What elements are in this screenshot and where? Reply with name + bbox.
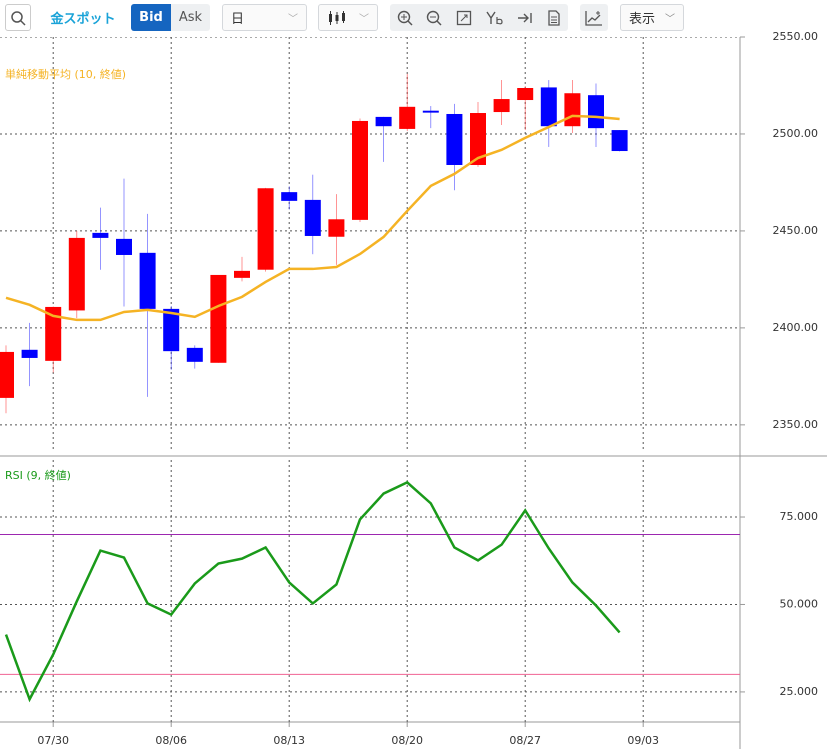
candle-body: [234, 270, 250, 278]
document-icon[interactable]: [547, 9, 561, 26]
y-tick-label: 25.000: [780, 685, 819, 698]
jump-icon[interactable]: [517, 10, 533, 26]
x-tick-label: 07/30: [37, 734, 69, 747]
candle-body: [21, 349, 38, 358]
fit-icon[interactable]: [456, 10, 472, 26]
add-chart-icon: [585, 10, 602, 26]
display-dropdown[interactable]: 表示 ﹀: [620, 4, 684, 31]
y-tick-label: 50.000: [780, 597, 819, 610]
x-tick-label: 09/03: [627, 734, 659, 747]
candle-body: [92, 232, 109, 238]
candle-body: [540, 87, 557, 127]
search-button[interactable]: [5, 4, 31, 31]
display-text: 表示: [629, 12, 656, 27]
chart-type-dropdown[interactable]: ﹀: [318, 4, 378, 31]
candle-body: [304, 199, 321, 236]
y-tick-label: 2450.00: [773, 224, 819, 237]
candle-icon: [329, 10, 345, 25]
sma-legend: 単純移動平均 (10, 終値): [5, 67, 126, 81]
candle-body: [375, 116, 392, 127]
candle-body: [517, 88, 534, 101]
candle-body: [257, 188, 274, 270]
zoom-out-icon[interactable]: [426, 10, 443, 26]
candle-body: [163, 308, 180, 352]
x-tick-label: 08/20: [391, 734, 423, 747]
add-chart-button[interactable]: [580, 4, 608, 31]
candle-body: [68, 237, 85, 311]
x-tick-label: 08/27: [509, 734, 541, 747]
rsi-legend: RSI (9, 終値): [5, 468, 71, 482]
y-tick-label: 2500.00: [773, 127, 819, 140]
candle-body: [328, 219, 345, 237]
y-tick-label: 2400.00: [773, 321, 819, 334]
candle-body: [139, 252, 156, 309]
x-tick-label: 08/06: [155, 734, 187, 747]
symbol[interactable]: 金スポット: [50, 12, 116, 27]
y-tick-label: 2550.00: [773, 30, 819, 43]
candle-body: [588, 95, 604, 129]
candle-body: [399, 106, 416, 129]
sma-line: [5, 114, 620, 322]
candle-body: [446, 113, 463, 165]
candle-body: [116, 238, 132, 255]
caret: ﹀: [665, 14, 675, 25]
caret: ﹀: [359, 14, 369, 25]
candle-body: [422, 110, 439, 113]
caret: ﹀: [288, 14, 298, 25]
indicator-icon[interactable]: [486, 10, 504, 26]
tool-group: [390, 4, 568, 31]
candle-body: [564, 93, 581, 127]
candle-body: [210, 274, 227, 363]
candle-body: [493, 99, 510, 113]
candle-body: [0, 351, 14, 398]
zoom-in-icon[interactable]: [397, 10, 413, 26]
candle-body: [470, 113, 486, 165]
y-tick-label: 2350.00: [773, 418, 819, 431]
period-dropdown[interactable]: 日 ﹀: [222, 4, 307, 31]
candle-body: [352, 120, 368, 220]
period-text: 日: [231, 12, 245, 27]
x-tick-label: 08/13: [273, 734, 305, 747]
candle-body: [281, 192, 298, 201]
candle-body: [611, 130, 628, 152]
ask-button[interactable]: Ask: [171, 4, 210, 31]
candle-body: [45, 306, 62, 361]
search-icon: [11, 10, 26, 26]
candle-body: [186, 347, 203, 362]
bid-button[interactable]: Bid: [131, 4, 171, 31]
rsi-line: [4, 480, 621, 703]
y-tick-label: 75.000: [780, 510, 819, 523]
